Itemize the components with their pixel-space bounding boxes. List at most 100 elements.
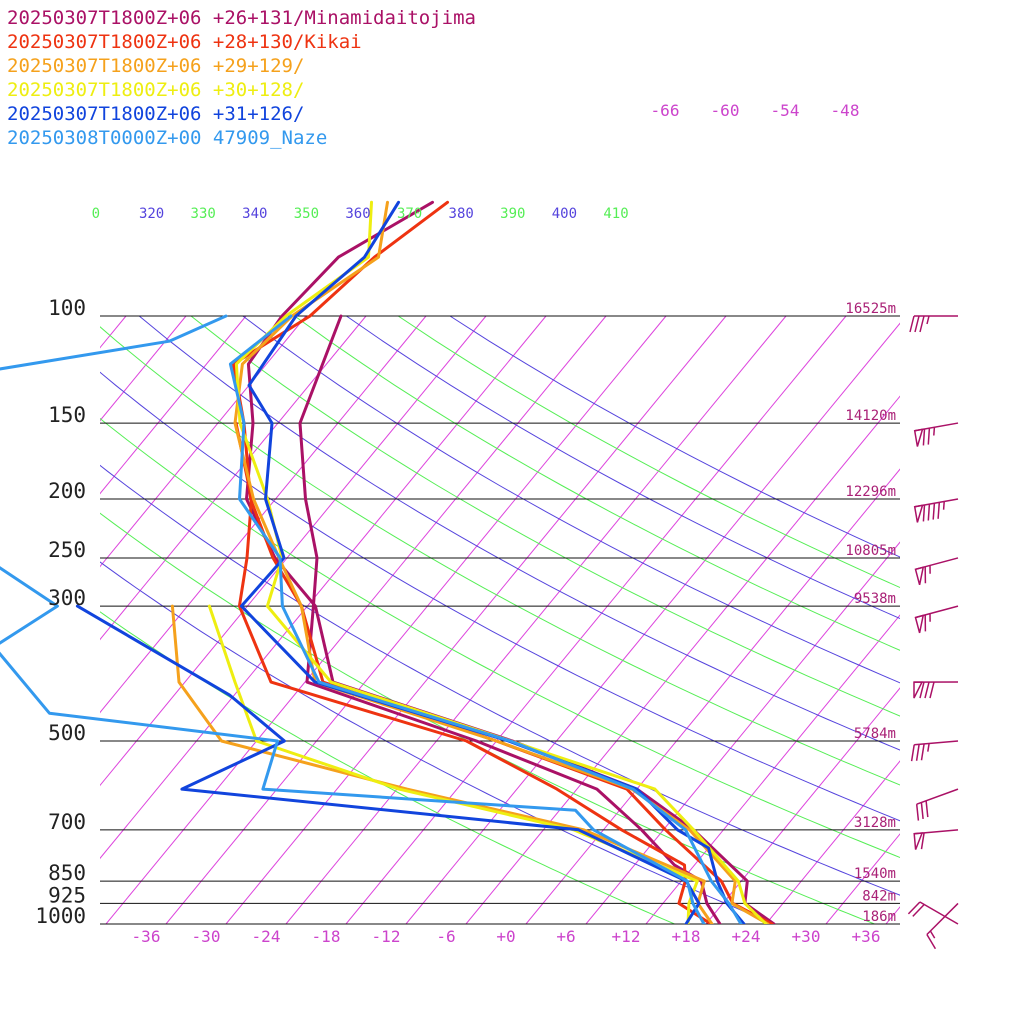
theta-label: 350: [294, 206, 319, 222]
isotherm-line: [645, 614, 900, 924]
isotherm-line: [165, 315, 667, 924]
wind-barb-feather: [929, 681, 935, 699]
isotherm-line: [100, 315, 547, 860]
wind-barb-feather: [915, 744, 920, 761]
series-dewpoint-line: [234, 421, 713, 924]
legend-entry: 20250307T1800Z+06 +30+128/: [7, 79, 304, 101]
wind-barb-feather: [909, 315, 915, 333]
wind-barb-feather: [920, 743, 925, 761]
theta-label: 320: [139, 206, 164, 222]
isotherm-label: -48: [831, 101, 860, 120]
height-label: 186m: [862, 909, 896, 925]
isotherm-line: [100, 315, 367, 641]
temperature-tick-label: +18: [672, 927, 701, 946]
height-label: 12296m: [845, 484, 896, 500]
theta-label: 380: [449, 206, 474, 222]
height-label: 842m: [862, 888, 896, 904]
wind-barb: [913, 498, 959, 523]
temperature-tick-label: +24: [732, 927, 761, 946]
temperature-tick-label: -24: [252, 927, 281, 946]
wind-barb-feather: [907, 901, 921, 915]
theta-label: 340: [242, 206, 267, 222]
wind-barb: [910, 740, 959, 762]
wind-barb-staff: [914, 740, 959, 746]
theta-label: 410: [603, 206, 628, 222]
wind-barb-feather: [912, 903, 925, 917]
wind-barb: [913, 829, 959, 850]
wind-barb-pennant: [913, 832, 924, 850]
temperature-tick-label: +30: [792, 927, 821, 946]
wind-barb: [913, 681, 959, 699]
isotherm-label: -66: [651, 101, 680, 120]
legend-entry: 20250307T1800Z+06 +29+129/: [7, 55, 304, 77]
legend-entry: 20250307T1800Z+06 +26+131/Minamidaitojim…: [7, 7, 476, 29]
wind-barb-pennant: [913, 428, 924, 447]
series-temperature-line: [239, 200, 746, 924]
series-temperature-line: [228, 314, 743, 924]
wind-barb-feather: [920, 802, 924, 819]
legend-entry: 20250307T1800Z+06 +31+126/: [7, 103, 304, 125]
series-dewpoint-line: [75, 604, 701, 924]
wind-barb-half-feather: [933, 427, 936, 436]
theta-label: 370: [397, 206, 422, 222]
theta-label: 360: [345, 206, 370, 222]
wind-barb-staff: [916, 788, 959, 805]
wind-barb-feather: [919, 681, 925, 699]
isotherm-line: [100, 315, 247, 495]
height-label: 10805m: [845, 543, 896, 559]
wind-barb-pennant: [914, 614, 925, 634]
height-label: 1540m: [854, 866, 896, 882]
theta-label: 390: [500, 206, 525, 222]
temperature-tick-label: -36: [132, 927, 161, 946]
legend-entry: 20250307T1800Z+06 +28+130/Kikai: [7, 31, 362, 53]
wind-barb-feather: [910, 744, 915, 762]
temperature-tick-label: -30: [192, 927, 221, 946]
wind-barb-half-feather: [929, 930, 936, 939]
isotherm-line: [765, 760, 900, 924]
height-label: 5784m: [854, 726, 896, 742]
wind-barb-feather: [925, 800, 929, 818]
pressure-level-lines: [100, 315, 900, 925]
wind-barb-feather: [926, 934, 937, 950]
wind-barb-pennant: [914, 566, 925, 585]
pressure-tick-label: 100: [48, 296, 86, 320]
isotherm-line: [100, 315, 307, 568]
isotherm-line: [0, 316, 6, 924]
wind-barb-feather: [927, 428, 931, 445]
wind-barb-feather: [937, 502, 941, 519]
wind-barb-feather: [927, 504, 931, 521]
isotherm-label: -60: [711, 101, 740, 120]
wind-barb: [914, 557, 959, 585]
series-temperature-line: [233, 200, 770, 924]
pressure-tick-label: 700: [48, 810, 86, 834]
wind-barb: [909, 315, 958, 333]
series-dewpoint-line: [0, 314, 706, 924]
wind-barb: [914, 605, 959, 634]
pressure-tick-label: 850: [48, 861, 86, 885]
temperature-tick-label: +36: [852, 927, 881, 946]
wind-barb-staff: [919, 901, 959, 925]
isotherm-line: [100, 315, 487, 787]
dry-adiabat-line: [242, 315, 900, 684]
wind-barb-pennant: [913, 504, 924, 523]
isotherm-line: [285, 315, 787, 924]
isotherm-line: [225, 315, 727, 924]
temperature-tick-label: -6: [436, 927, 455, 946]
wind-barbs: [907, 315, 959, 950]
temperature-tick-label: +6: [556, 927, 575, 946]
pressure-tick-label: 500: [48, 721, 86, 745]
legend-entry: 20250308T0000Z+00 47909_Naze: [7, 127, 327, 149]
theta-label: 330: [191, 206, 216, 222]
series-dewpoint-line: [207, 604, 699, 924]
isotherm-line: [405, 322, 900, 924]
temperature-tick-label: +12: [612, 927, 641, 946]
wind-barb-staff: [926, 902, 959, 936]
temperature-tick-label: -12: [372, 927, 401, 946]
wind-barb: [913, 422, 959, 447]
height-label: 16525m: [845, 301, 896, 317]
isotherm-line: [585, 541, 900, 924]
wind-barb-feather: [932, 503, 936, 520]
wind-barb-feather: [915, 804, 920, 821]
sounding-series: [0, 200, 776, 924]
